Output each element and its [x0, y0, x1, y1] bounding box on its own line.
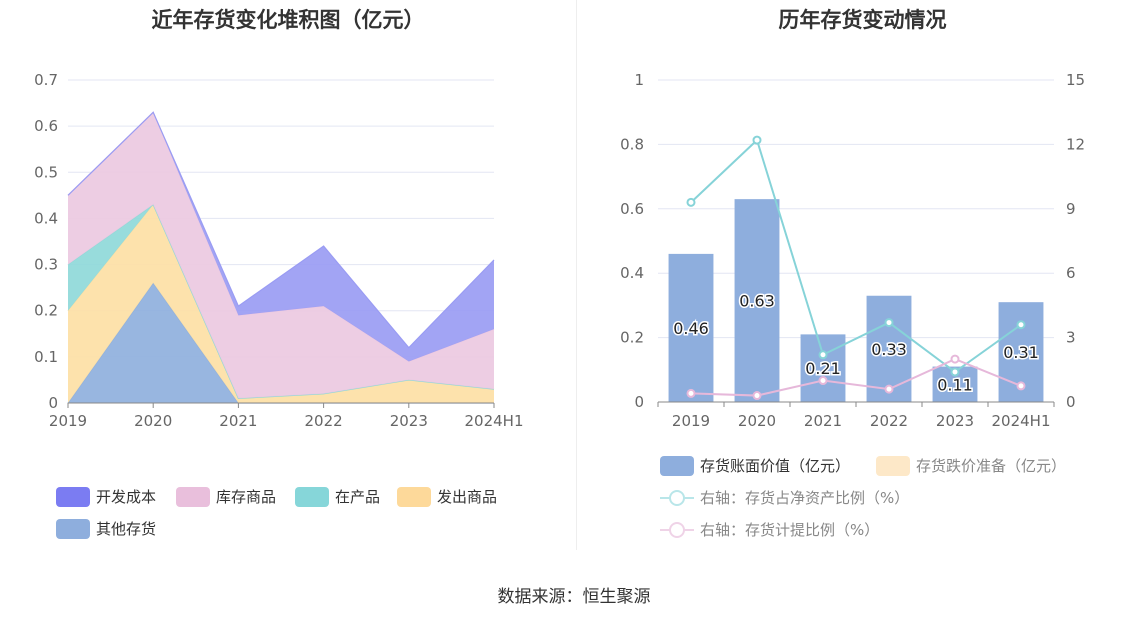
legend-label: 在产品	[335, 488, 381, 506]
legend-label: 其他存货	[96, 520, 157, 538]
line-point	[1016, 381, 1026, 391]
bar-data-label: 0.21	[805, 359, 841, 378]
line-point	[818, 350, 828, 360]
legend-label: 右轴：存货占净资产比例（%）	[700, 489, 910, 507]
legend-swatch	[176, 486, 210, 507]
x-tick-label: 2023	[390, 412, 428, 430]
legend-label: 库存商品	[216, 488, 277, 506]
line-point	[950, 367, 960, 377]
area-其他存货	[68, 283, 494, 403]
bar-2021	[800, 334, 846, 402]
y2-tick-label: 15	[1066, 71, 1085, 89]
area-开发成本	[68, 112, 494, 362]
y-tick-label: 1	[634, 71, 644, 89]
line-point	[884, 384, 894, 394]
bar-data-label: 0.31	[1003, 343, 1039, 362]
x-tick-label: 2021	[219, 412, 257, 430]
y-tick-label: 0	[48, 394, 58, 412]
legend-item-provision-ratio[interactable]: 右轴：存货计提比例（%）	[660, 519, 879, 540]
x-tick-label: 2023	[936, 412, 974, 430]
left-chart-title: 近年存货变化堆积图（亿元）	[151, 8, 425, 32]
line-point	[686, 197, 696, 207]
line-point	[950, 354, 960, 364]
bar-data-label: 0.11	[937, 375, 973, 394]
legend-item-impairment[interactable]: 存货跌价准备（亿元）	[876, 455, 1066, 476]
legend-item-work-in-progress[interactable]: 在产品	[295, 486, 380, 507]
y-tick-label: 0.5	[34, 163, 58, 181]
y-tick-label: 0.8	[620, 135, 644, 153]
legend-item-other-inventory[interactable]: 其他存货	[56, 518, 156, 539]
bar-data-label: 0.46	[673, 319, 709, 338]
panel-divider	[576, 0, 577, 550]
legend-swatch	[397, 486, 431, 507]
x-tick-label: 2019	[49, 412, 87, 430]
left-chart-panel: 近年存货变化堆积图（亿元） 0 0.1 0.2 0.3 0.4 0.5 0.6 0.7 2019…	[0, 0, 576, 550]
line-point	[752, 391, 762, 401]
y2-tick-label: 0	[1066, 393, 1076, 411]
legend-label: 右轴：存货计提比例（%）	[700, 521, 880, 539]
y-tick-label: 0.7	[34, 71, 58, 89]
y2-tick-label: 3	[1066, 329, 1076, 347]
bar-data-label: 0.63	[739, 292, 775, 311]
legend-line-swatch	[660, 520, 694, 540]
right-chart-panel: 历年存货变动情况 0 0.2 0.4 0.6 0.8 1 0 3 6 9 12 15 2019 2020 2…	[577, 0, 1148, 550]
data-source: 数据来源：恒生聚源	[497, 587, 651, 607]
y-tick-label: 0.6	[34, 117, 58, 135]
x-tick-label: 2020	[738, 412, 776, 430]
x-tick-label: 2022	[870, 412, 908, 430]
line-point	[884, 318, 894, 328]
x-tick-label: 2019	[672, 412, 710, 430]
y-tick-label: 0.4	[620, 264, 644, 282]
bar-2022	[866, 295, 912, 402]
line-point	[818, 376, 828, 386]
bar-2020	[734, 199, 780, 402]
line-point	[1016, 320, 1026, 330]
area-edge-开发成本	[67, 111, 495, 349]
x-tick-label: 2021	[804, 412, 842, 430]
legend-item-inventory-goods[interactable]: 库存商品	[176, 486, 276, 507]
legend-swatch	[660, 455, 694, 476]
legend-swatch	[876, 455, 910, 476]
legend-line-swatch	[660, 488, 694, 508]
legend-item-book-value[interactable]: 存货账面价值（亿元）	[660, 455, 850, 476]
legend-label: 发出商品	[437, 488, 498, 506]
line-右轴：存货计提比例（%）	[690, 357, 1022, 397]
area-库存商品	[68, 112, 494, 399]
stacked-area-chart: 0 0.1 0.2 0.3 0.4 0.5 0.6 0.7 2019 2020 2021 2022 20…	[34, 71, 524, 430]
line-point	[686, 388, 696, 398]
legend-swatch	[295, 486, 329, 507]
y2-tick-label: 12	[1066, 135, 1085, 153]
x-tick-label: 2024H1	[992, 412, 1051, 430]
y-tick-label: 0	[634, 393, 644, 411]
y-tick-label: 0.3	[34, 256, 58, 274]
right-chart-title: 历年存货变动情况	[778, 8, 947, 32]
legend-swatch	[56, 518, 90, 539]
bar-data-label: 0.33	[871, 340, 907, 359]
y-tick-label: 0.1	[34, 348, 58, 366]
line-point	[752, 135, 762, 145]
bar-2019	[668, 253, 714, 402]
legend-item-inventory-to-net-assets[interactable]: 右轴：存货占净资产比例（%）	[660, 487, 909, 508]
y-tick-label: 0.4	[34, 209, 58, 227]
legend-label: 存货跌价准备（亿元）	[916, 457, 1067, 475]
y2-tick-label: 9	[1066, 200, 1076, 218]
x-tick-label: 2024H1	[465, 412, 524, 430]
legend-item-shipped-goods[interactable]: 发出商品	[397, 486, 497, 507]
legend-label: 存货账面价值（亿元）	[700, 457, 851, 475]
bar-line-combo-chart: 0 0.2 0.4 0.6 0.8 1 0 3 6 9 12 15 2019 2020 2021 2022 20…	[620, 71, 1085, 430]
legend-label: 开发成本	[96, 488, 157, 506]
legend-swatch	[56, 486, 90, 507]
legend-item-development-cost[interactable]: 开发成本	[56, 486, 156, 507]
y-tick-label: 0.2	[620, 329, 644, 347]
y-tick-label: 0.2	[34, 302, 58, 320]
y-tick-label: 0.6	[620, 200, 644, 218]
x-tick-label: 2020	[134, 412, 172, 430]
y2-tick-label: 6	[1066, 264, 1076, 282]
x-tick-label: 2022	[305, 412, 343, 430]
